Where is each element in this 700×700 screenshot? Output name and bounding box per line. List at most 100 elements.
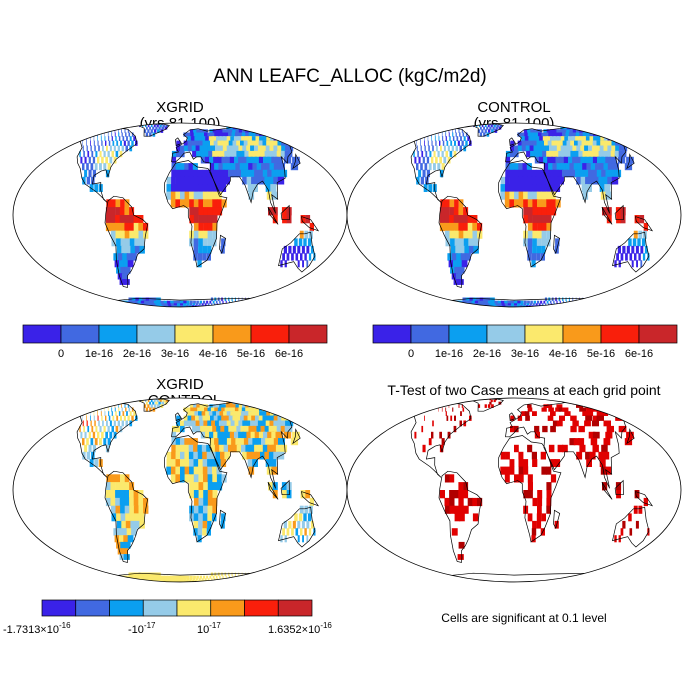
grid-cell bbox=[424, 415, 425, 421]
grid-cell bbox=[231, 407, 238, 412]
grid-cell bbox=[202, 466, 208, 475]
grid-cell bbox=[221, 431, 228, 439]
grid-cell bbox=[566, 169, 573, 178]
grid-cell bbox=[127, 129, 129, 133]
grid-cell bbox=[487, 300, 493, 304]
grid-cell bbox=[467, 305, 474, 307]
grid-cell bbox=[252, 163, 259, 171]
grid-cell bbox=[532, 520, 537, 529]
grid-cell bbox=[595, 163, 602, 171]
grid-cell bbox=[198, 136, 203, 141]
grid-cell bbox=[433, 303, 442, 306]
grid-cell bbox=[541, 407, 547, 412]
grid-cell bbox=[170, 199, 176, 208]
grid-cell bbox=[278, 305, 283, 307]
grid-cell bbox=[541, 215, 547, 224]
grid-cell bbox=[250, 420, 257, 427]
grid-cell bbox=[309, 497, 314, 507]
grid-cell bbox=[128, 581, 135, 582]
coastline-australia bbox=[612, 506, 650, 548]
grid-cell bbox=[544, 169, 550, 178]
grid-cell bbox=[524, 132, 529, 137]
grid-cell bbox=[499, 124, 502, 128]
colorbar-control bbox=[372, 324, 678, 344]
grid-cell bbox=[527, 238, 533, 247]
grid-cell bbox=[196, 575, 199, 579]
grid-cell bbox=[606, 150, 614, 158]
grid-cell bbox=[282, 490, 287, 499]
grid-cell bbox=[225, 431, 232, 439]
coastline-eurasia bbox=[505, 400, 640, 489]
grid-cell bbox=[435, 305, 444, 307]
grid-cell bbox=[212, 136, 218, 141]
grid-cell bbox=[228, 581, 230, 582]
grid-cell bbox=[514, 184, 519, 192]
grid-cell bbox=[198, 238, 203, 247]
grid-cell bbox=[116, 266, 123, 274]
grid-cell bbox=[68, 578, 79, 581]
grid-cell bbox=[435, 140, 437, 146]
grid-cell bbox=[530, 300, 533, 304]
grid-cell bbox=[123, 260, 130, 268]
map-panel-ttest bbox=[346, 397, 682, 583]
grid-cell bbox=[527, 191, 533, 200]
grid-cell bbox=[635, 520, 639, 529]
grid-cell bbox=[124, 482, 130, 491]
grid-cell bbox=[157, 300, 162, 304]
grid-cell bbox=[224, 407, 231, 412]
grid-cell bbox=[104, 411, 106, 416]
grid-cell bbox=[527, 300, 530, 304]
grid-cell bbox=[617, 407, 626, 412]
grid-cell bbox=[98, 145, 100, 152]
grid-cell bbox=[138, 513, 145, 522]
grid-cell bbox=[189, 482, 195, 491]
grid-cell bbox=[198, 520, 203, 529]
grid-cell bbox=[224, 425, 231, 433]
grid-cell bbox=[282, 578, 286, 581]
grid-cell bbox=[273, 438, 281, 446]
figure-title: ANN LEAFC_ALLOC (kgC/m2d) bbox=[213, 66, 486, 87]
grid-cell bbox=[228, 150, 235, 158]
grid-cell bbox=[119, 222, 126, 232]
grid-cell bbox=[250, 156, 258, 164]
grid-cell bbox=[158, 303, 163, 306]
grid-cell bbox=[95, 425, 98, 433]
grid-cell bbox=[237, 305, 239, 307]
grid-cell bbox=[198, 207, 204, 216]
grid-cell bbox=[296, 407, 307, 412]
grid-cell bbox=[572, 303, 574, 306]
grid-cell bbox=[414, 129, 417, 133]
grid-cell bbox=[82, 145, 84, 152]
grid-cell bbox=[233, 136, 241, 141]
grid-cell bbox=[286, 528, 290, 536]
grid-cell bbox=[602, 129, 611, 133]
grid-cell bbox=[171, 176, 176, 185]
grid-cell bbox=[248, 572, 250, 577]
grid-cell bbox=[122, 411, 125, 416]
coastline-uk bbox=[509, 412, 517, 421]
grid-cell bbox=[114, 535, 121, 543]
grid-cell bbox=[197, 260, 202, 268]
grid-cell bbox=[441, 132, 443, 137]
grid-cell bbox=[212, 306, 214, 307]
grid-cell bbox=[146, 126, 148, 130]
grid-cell bbox=[520, 303, 524, 306]
grid-cell bbox=[283, 132, 292, 137]
grid-cell bbox=[232, 415, 239, 421]
cbar-diff-pos-exp: -17 bbox=[209, 621, 221, 630]
grid-cell bbox=[267, 156, 275, 164]
grid-cell bbox=[130, 245, 136, 254]
grid-cell bbox=[412, 305, 422, 307]
grid-cell bbox=[582, 126, 590, 130]
grid-cell bbox=[237, 411, 245, 416]
grid-cell bbox=[235, 578, 237, 581]
grid-cell bbox=[399, 300, 410, 304]
grid-cell bbox=[197, 253, 203, 261]
grid-cell bbox=[284, 150, 293, 158]
grid-cell bbox=[465, 300, 472, 304]
grid-cell bbox=[70, 404, 73, 408]
grid-cell bbox=[206, 451, 212, 460]
grid-cell bbox=[591, 300, 593, 304]
grid-cell bbox=[457, 140, 460, 146]
grid-cell bbox=[444, 230, 451, 239]
